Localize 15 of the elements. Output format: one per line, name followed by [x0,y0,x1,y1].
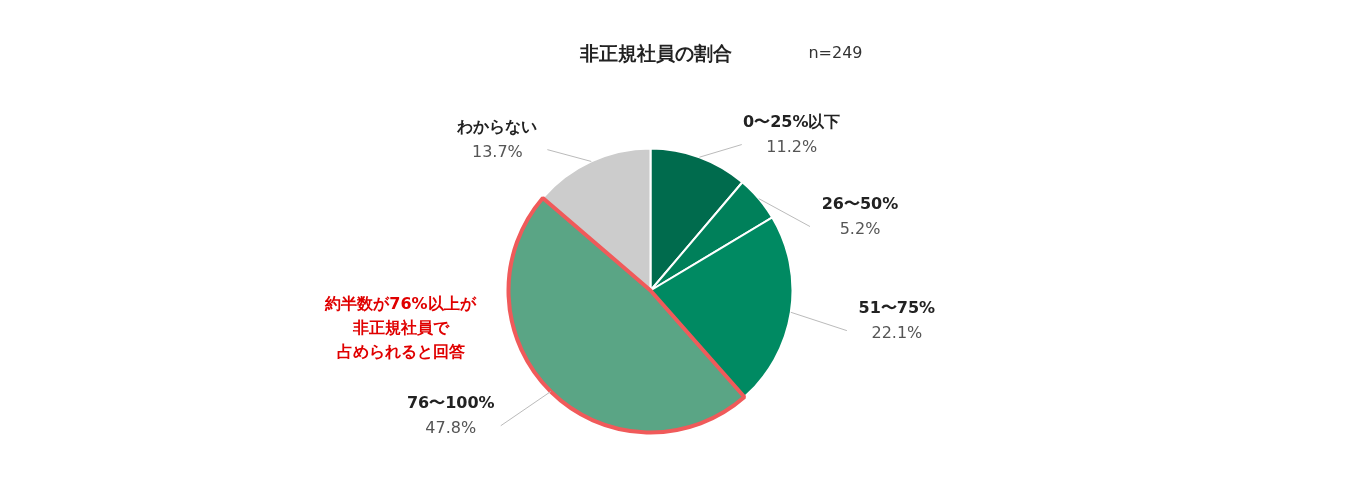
data-label: 22.1% [871,322,923,342]
text: 占められると回答 [336,341,465,361]
data-label: 11.2% [766,136,818,156]
data-label: 13.7% [471,141,523,161]
slice-label: 51〜75% [858,297,936,317]
slice-label: 76〜100% [406,392,495,412]
text: 非正規社員で [351,317,450,337]
data-label: 5.2% [839,218,881,238]
slice-label: わからない [456,116,538,136]
slice-label: 26〜50% [821,193,899,213]
data-label: 47.8% [425,417,477,437]
slice-label: 0〜25%以下 [743,111,841,131]
chart-subtitle: n=249 [808,43,863,62]
text: 約半数が76%以上が [324,293,477,313]
chart-title: 非正規社員の割合 [578,41,732,64]
